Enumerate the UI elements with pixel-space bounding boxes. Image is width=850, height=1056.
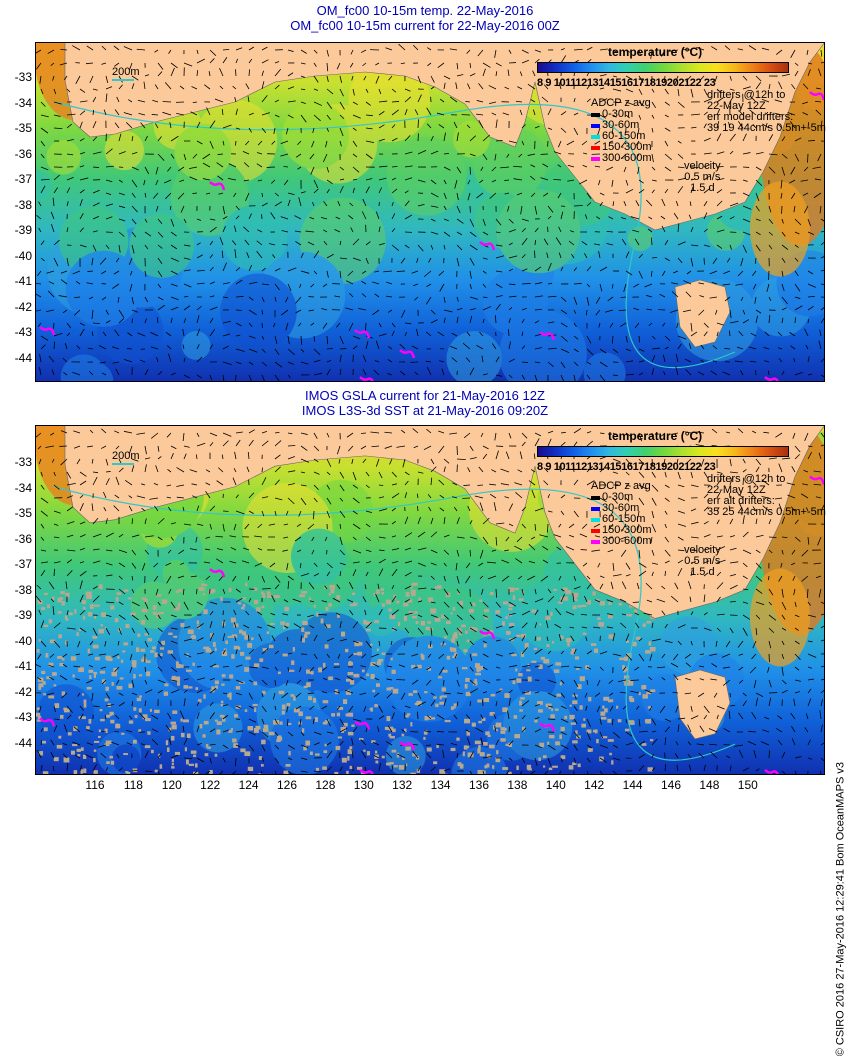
longitude-label: 116 <box>85 778 104 792</box>
latitude-label: -41 <box>2 659 32 673</box>
longitude-label: 142 <box>584 778 604 792</box>
latitude-label: -44 <box>2 351 32 365</box>
top-isobath-scale: 200m <box>112 66 140 81</box>
longitude-label: 146 <box>661 778 681 792</box>
latitude-label: -44 <box>2 736 32 750</box>
longitude-label: 136 <box>469 778 489 792</box>
latitude-label: -40 <box>2 249 32 263</box>
latitude-label: -41 <box>2 274 32 288</box>
top-title-line1: OM_fc00 10-15m temp. 22-May-2016 <box>0 4 850 18</box>
bottom-title-line2: IMOS L3S-3d SST at 21-May-2016 09:20Z <box>0 404 850 418</box>
longitude-label: 140 <box>546 778 566 792</box>
longitude-label: 124 <box>239 778 259 792</box>
velocity-time: 1.5 d <box>684 183 721 194</box>
longitude-label: 126 <box>277 778 297 792</box>
latitude-label: -35 <box>2 506 32 520</box>
bottom-colorbar <box>537 446 789 457</box>
longitude-label: 134 <box>431 778 451 792</box>
longitude-label: 144 <box>623 778 643 792</box>
longitude-label: 138 <box>507 778 527 792</box>
top-title-line2: OM_fc00 10-15m current for 22-May-2016 0… <box>0 19 850 33</box>
longitude-label: 128 <box>315 778 335 792</box>
latitude-label: -33 <box>2 70 32 84</box>
latitude-label: -40 <box>2 634 32 648</box>
bottom-title-line1: IMOS GSLA current for 21-May-2016 12Z <box>0 389 850 403</box>
isobath-label: 200m <box>112 66 140 78</box>
latitude-label: -43 <box>2 325 32 339</box>
bottom-velocity-key: velocity 0.5 m/s 1.5 d <box>684 545 721 578</box>
longitude-label: 150 <box>738 778 758 792</box>
latitude-label: -42 <box>2 300 32 314</box>
bottom-drifter-info: drifters @12h to 22-May 12Z err alt drif… <box>707 474 826 518</box>
latitude-label: -38 <box>2 583 32 597</box>
top-velocity-key: velocity 0.5 m/s 1.5 d <box>684 161 721 194</box>
bottom-adcp-legend: ADCP z avg 0-30m 30-60m 60-150m 150-300m… <box>591 481 652 547</box>
latitude-label: -35 <box>2 121 32 135</box>
top-adcp-legend: ADCP z avg 0-30m 30-60m 60-150m 150-300m… <box>591 98 652 164</box>
bottom-colorbar-title: temperature (°C) <box>608 429 702 443</box>
latitude-label: -39 <box>2 608 32 622</box>
copyright-credit: © CSIRO 2016 27-May-2016 12:29:41 Bom Oc… <box>834 762 846 1056</box>
longitude-label: 132 <box>392 778 412 792</box>
latitude-label: -37 <box>2 172 32 186</box>
longitude-label: 130 <box>354 778 374 792</box>
drifter-line: 35 25 44cm/s 0.5m+-5m <box>707 507 826 518</box>
velocity-time: 1.5 d <box>684 567 721 578</box>
latitude-label: -34 <box>2 96 32 110</box>
latitude-label: -34 <box>2 481 32 495</box>
latitude-label: -38 <box>2 198 32 212</box>
longitude-label: 122 <box>200 778 220 792</box>
latitude-label: -36 <box>2 147 32 161</box>
latitude-label: -42 <box>2 685 32 699</box>
latitude-label: -37 <box>2 557 32 571</box>
longitude-label: 120 <box>162 778 182 792</box>
latitude-label: -39 <box>2 223 32 237</box>
top-colorbar <box>537 62 789 73</box>
longitude-label: 148 <box>699 778 719 792</box>
latitude-label: -43 <box>2 710 32 724</box>
top-colorbar-title: temperature (°C) <box>608 45 702 59</box>
top-drifter-info: drifters @12h to 22-May 12Z err model dr… <box>707 90 826 134</box>
adcp-item-label: 300-600m <box>602 153 652 164</box>
bottom-colorbar-labels: 8 9 10111213141516171819202122 23 <box>537 461 715 473</box>
latitude-label: -33 <box>2 455 32 469</box>
latitude-label: -36 <box>2 532 32 546</box>
drifter-line: 39 19 44cm/s 0.5m+-5m <box>707 123 826 134</box>
longitude-label: 118 <box>124 778 143 792</box>
adcp-item-label: 300-600m <box>602 536 652 547</box>
top-colorbar-labels: 8 9 10111213141516171819202122 23 <box>537 77 715 89</box>
bottom-isobath-scale: 200m <box>112 450 140 465</box>
isobath-label: 200m <box>112 450 140 462</box>
